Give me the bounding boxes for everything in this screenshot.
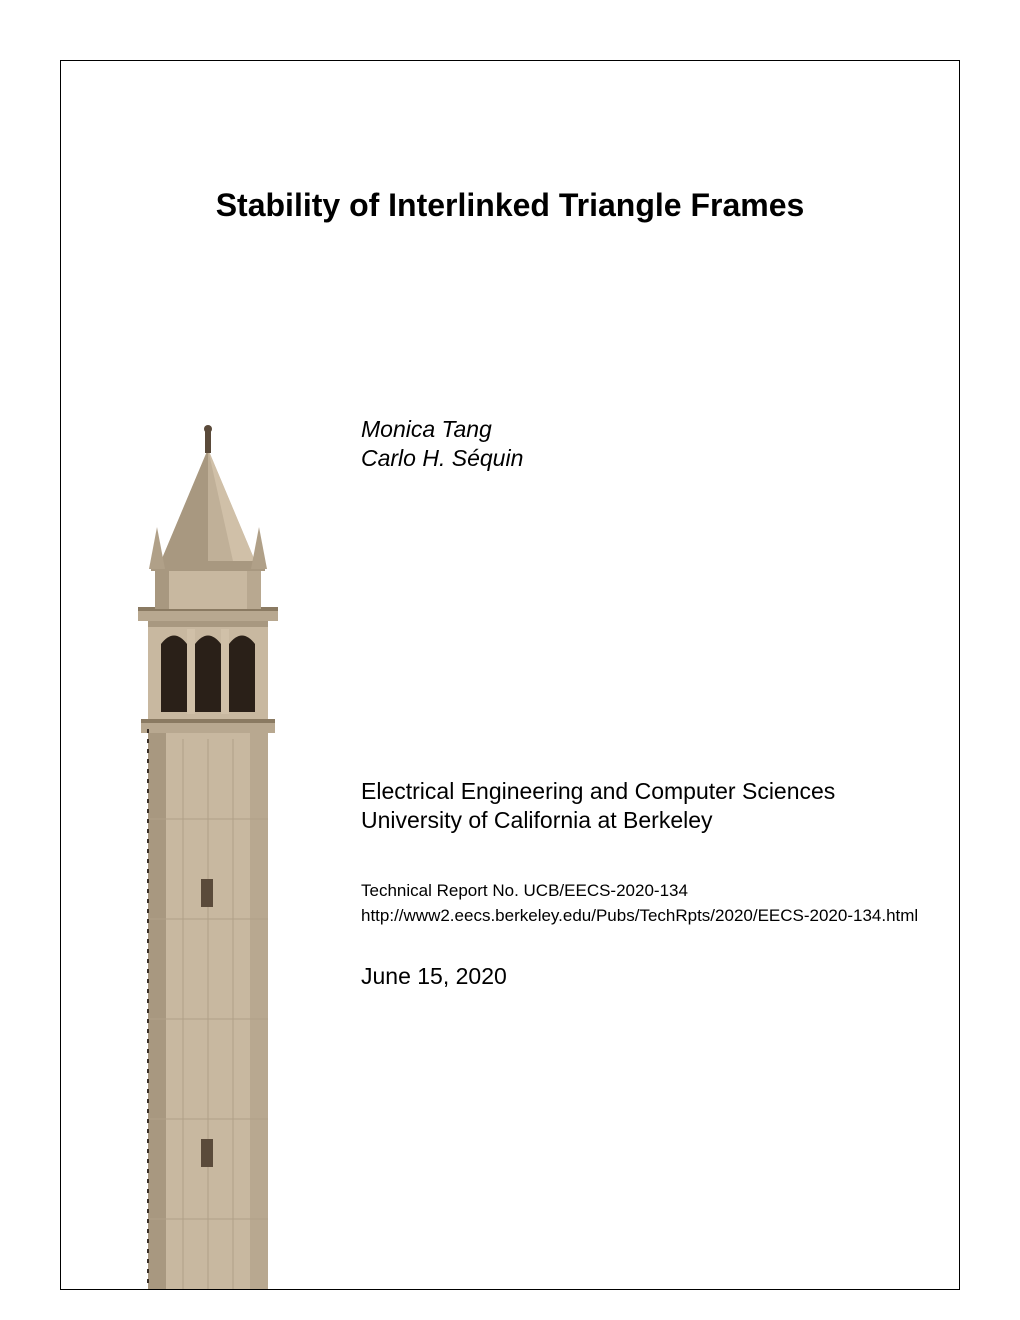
page-frame: Stability of Interlinked Triangle Frames… — [60, 60, 960, 1290]
department-line: Electrical Engineering and Computer Scie… — [361, 777, 835, 806]
author-name: Carlo H. Séquin — [361, 444, 523, 473]
department-block: Electrical Engineering and Computer Scie… — [361, 777, 835, 835]
department-line: University of California at Berkeley — [361, 806, 835, 835]
campanile-tower-icon — [113, 419, 303, 1289]
report-url: http://www2.eecs.berkeley.edu/Pubs/TechR… — [361, 904, 918, 929]
report-number: Technical Report No. UCB/EECS-2020-134 — [361, 879, 918, 904]
paper-title: Stability of Interlinked Triangle Frames — [61, 187, 959, 224]
author-name: Monica Tang — [361, 415, 523, 444]
authors-block: Monica Tang Carlo H. Séquin — [361, 415, 523, 473]
report-info-block: Technical Report No. UCB/EECS-2020-134 h… — [361, 879, 918, 928]
publication-date: June 15, 2020 — [361, 963, 507, 990]
